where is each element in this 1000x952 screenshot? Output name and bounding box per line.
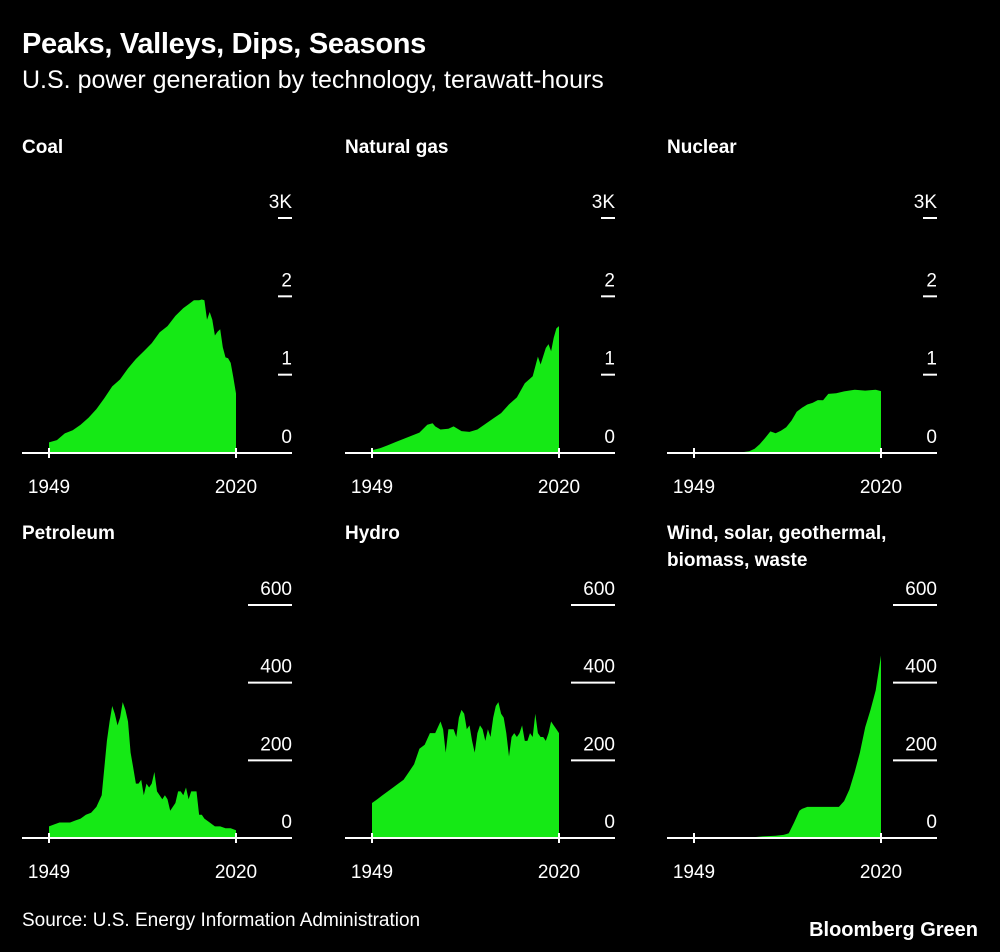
- x-tick-label: 1949: [28, 477, 70, 498]
- chart-subtitle: U.S. power generation by technology, ter…: [22, 66, 604, 94]
- panel-3: Petroleum 0 200 400 600 1949 2020: [22, 523, 292, 883]
- panel-title: Coal: [22, 137, 63, 158]
- panel-2: Nuclear 0 1 2 3K 1949 2020: [667, 137, 937, 498]
- panel-5: Wind, solar, geothermal, biomass, waste 0 2…: [667, 523, 937, 883]
- y-tick-label: 0: [926, 812, 937, 833]
- area-series: [372, 326, 559, 453]
- x-tick-label: 2020: [538, 477, 580, 498]
- x-tick-label: 1949: [673, 477, 715, 498]
- panel-title: Petroleum: [22, 523, 115, 544]
- y-tick-label: 1: [926, 349, 937, 370]
- y-tick-label: 400: [260, 657, 292, 678]
- x-tick-label: 2020: [215, 862, 257, 883]
- y-tick-label: 0: [926, 427, 937, 448]
- area-series: [694, 389, 881, 453]
- x-tick-label: 1949: [673, 862, 715, 883]
- y-tick-label: 3K: [592, 192, 616, 213]
- y-tick-label: 200: [583, 734, 615, 755]
- y-tick-label: 400: [905, 657, 937, 678]
- y-tick-label: 200: [905, 734, 937, 755]
- y-tick-label: 600: [583, 579, 615, 600]
- x-tick-label: 1949: [351, 862, 393, 883]
- y-tick-label: 0: [604, 427, 615, 448]
- panel-title: Wind, solar, geothermal,: [667, 523, 886, 544]
- y-tick-label: 2: [604, 270, 615, 291]
- chart-title: Peaks, Valleys, Dips, Seasons: [22, 28, 426, 60]
- y-tick-label: 0: [281, 812, 292, 833]
- x-tick-label: 2020: [860, 862, 902, 883]
- x-tick-label: 1949: [351, 477, 393, 498]
- x-tick-label: 2020: [215, 477, 257, 498]
- panel-4: Hydro 0 200 400 600 1949 2020: [345, 523, 615, 883]
- y-tick-label: 1: [281, 349, 292, 370]
- y-tick-label: 2: [926, 270, 937, 291]
- panel-title-line-2: biomass, waste: [667, 550, 807, 571]
- x-tick-label: 2020: [860, 477, 902, 498]
- panel-0: Coal 0 1 2 3K 1949 2020: [22, 137, 292, 498]
- y-tick-label: 600: [905, 579, 937, 600]
- y-tick-label: 1: [604, 349, 615, 370]
- area-series: [49, 702, 236, 838]
- y-tick-label: 3K: [269, 192, 293, 213]
- area-series: [49, 299, 236, 453]
- brand-logo: Bloomberg Green: [809, 919, 978, 941]
- y-tick-label: 0: [281, 427, 292, 448]
- panel-title: Nuclear: [667, 137, 737, 158]
- x-tick-label: 2020: [538, 862, 580, 883]
- y-tick-label: 3K: [914, 192, 938, 213]
- area-series: [694, 655, 881, 838]
- y-tick-label: 2: [281, 270, 292, 291]
- y-tick-label: 0: [604, 812, 615, 833]
- panel-1: Natural gas 0 1 2 3K 1949 2020: [345, 137, 615, 498]
- panel-title: Natural gas: [345, 137, 448, 158]
- area-series: [372, 702, 559, 838]
- x-tick-label: 1949: [28, 862, 70, 883]
- y-tick-label: 200: [260, 734, 292, 755]
- y-tick-label: 400: [583, 657, 615, 678]
- source-note: Source: U.S. Energy Information Administ…: [22, 910, 421, 931]
- y-tick-label: 600: [260, 579, 292, 600]
- panel-title: Hydro: [345, 523, 400, 544]
